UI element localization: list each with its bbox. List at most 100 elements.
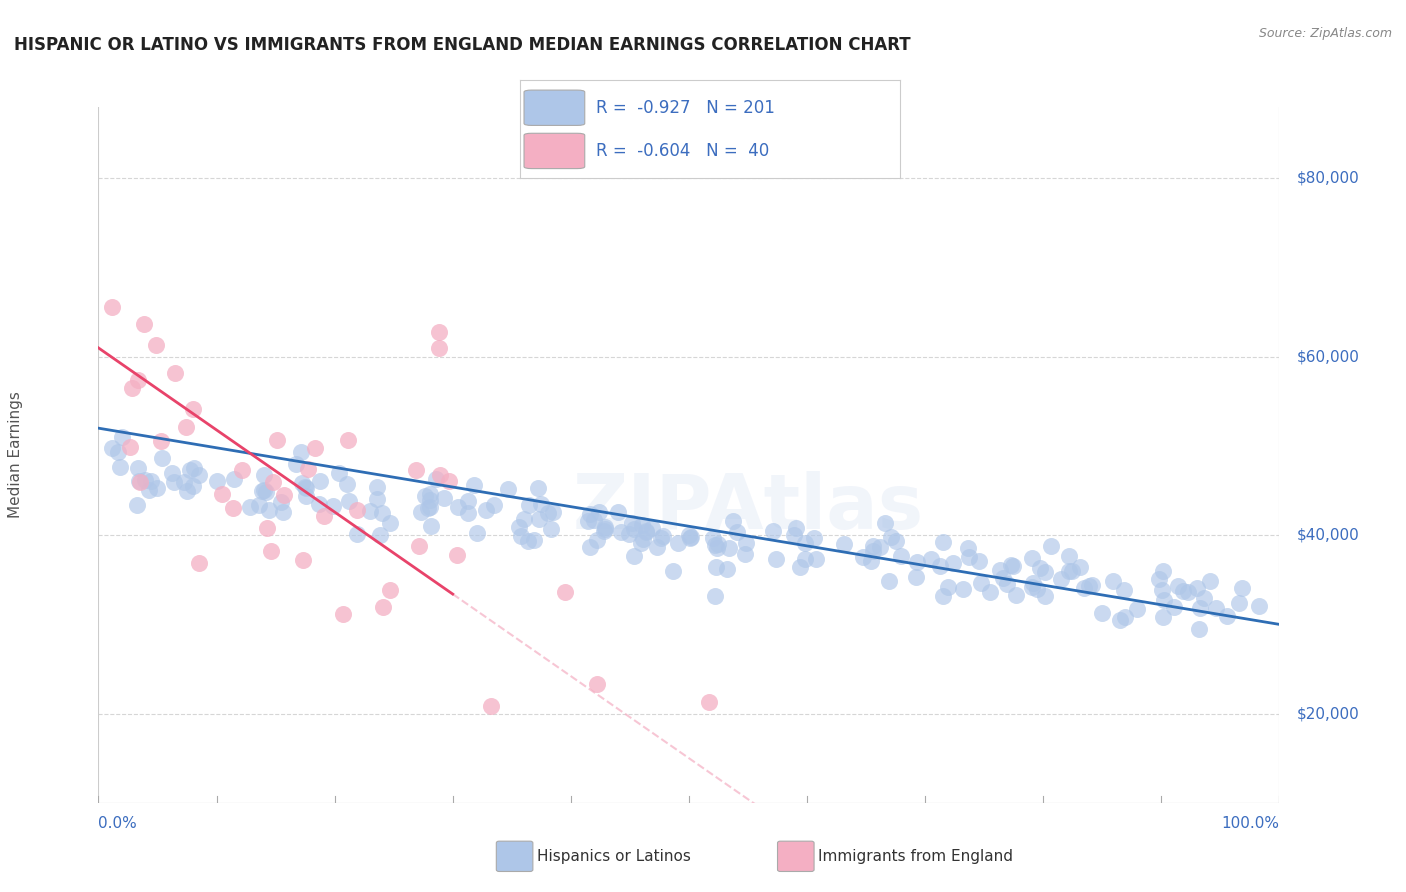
Point — [725, 524, 748, 539]
Point — [1152, 610, 1174, 624]
Point — [260, 544, 283, 558]
Point — [636, 524, 658, 538]
Point — [1049, 572, 1071, 586]
Point — [679, 530, 702, 544]
Point — [291, 553, 314, 567]
Text: $80,000: $80,000 — [1298, 171, 1360, 186]
Point — [346, 527, 368, 541]
Point — [1033, 565, 1056, 579]
Point — [920, 552, 942, 566]
Point — [446, 548, 468, 562]
Point — [1057, 564, 1080, 578]
Text: ZIPAtlas: ZIPAtlas — [572, 472, 924, 545]
Point — [420, 518, 443, 533]
Point — [250, 483, 273, 498]
Point — [623, 522, 645, 536]
Point — [1001, 559, 1024, 574]
Point — [1021, 576, 1043, 591]
Point — [273, 488, 295, 502]
Point — [1185, 582, 1208, 596]
Point — [1081, 578, 1104, 592]
Point — [257, 502, 280, 516]
Text: HISPANIC OR LATINO VS IMMIGRANTS FROM ENGLAND MEDIAN EARNINGS CORRELATION CHART: HISPANIC OR LATINO VS IMMIGRANTS FROM EN… — [14, 36, 911, 54]
Point — [107, 445, 129, 459]
Point — [991, 571, 1014, 585]
Point — [931, 589, 953, 603]
Point — [1021, 580, 1043, 594]
Point — [583, 513, 606, 527]
Point — [630, 536, 652, 550]
Point — [247, 498, 270, 512]
Point — [679, 531, 702, 545]
Point — [408, 539, 430, 553]
Point — [1171, 584, 1194, 599]
Point — [295, 490, 318, 504]
Point — [165, 366, 187, 380]
Point — [1069, 560, 1091, 574]
Point — [496, 482, 519, 496]
Point — [409, 505, 432, 519]
Point — [606, 505, 628, 519]
Point — [952, 582, 974, 597]
Point — [704, 559, 727, 574]
Point — [138, 483, 160, 498]
Point — [886, 533, 908, 548]
Point — [271, 505, 294, 519]
Point — [336, 477, 359, 491]
Point — [482, 498, 505, 512]
Point — [474, 503, 496, 517]
Point — [1199, 574, 1222, 588]
Text: 100.0%: 100.0% — [1222, 816, 1279, 831]
Point — [527, 481, 550, 495]
Point — [1192, 591, 1215, 605]
Point — [762, 524, 785, 539]
Point — [1101, 574, 1123, 589]
Point — [222, 501, 245, 516]
Point — [1091, 607, 1114, 621]
Point — [160, 467, 183, 481]
Point — [366, 491, 388, 506]
Point — [793, 551, 815, 566]
Point — [640, 521, 662, 535]
Point — [222, 471, 245, 485]
Point — [1025, 582, 1047, 596]
Point — [579, 507, 602, 521]
Point — [706, 541, 728, 555]
Point — [308, 497, 330, 511]
Point — [651, 529, 673, 543]
Point — [527, 512, 550, 526]
Point — [1177, 584, 1199, 599]
Point — [101, 442, 124, 456]
Point — [425, 472, 447, 486]
Point — [621, 516, 644, 530]
Point — [803, 531, 825, 545]
Point — [785, 521, 807, 535]
Point — [765, 552, 787, 566]
Point — [111, 429, 134, 443]
Point — [860, 554, 883, 568]
Point — [181, 479, 204, 493]
Point — [437, 474, 460, 488]
Point — [295, 481, 318, 495]
Point — [371, 506, 394, 520]
Point — [1188, 622, 1211, 636]
Point — [1114, 609, 1136, 624]
Point — [804, 552, 827, 566]
Point — [134, 473, 156, 487]
Point — [1073, 582, 1095, 596]
Text: Immigrants from England: Immigrants from England — [818, 849, 1014, 863]
Point — [332, 607, 354, 622]
Point — [1040, 539, 1063, 553]
Point — [173, 475, 195, 489]
Point — [576, 514, 599, 528]
Point — [427, 341, 450, 355]
Point — [530, 497, 553, 511]
Point — [697, 695, 720, 709]
Point — [128, 475, 150, 489]
Point — [211, 487, 233, 501]
Point — [176, 484, 198, 499]
Point — [322, 499, 344, 513]
Point — [979, 585, 1001, 599]
Text: R =  -0.604   N =  40: R = -0.604 N = 40 — [596, 142, 769, 160]
Point — [413, 490, 436, 504]
